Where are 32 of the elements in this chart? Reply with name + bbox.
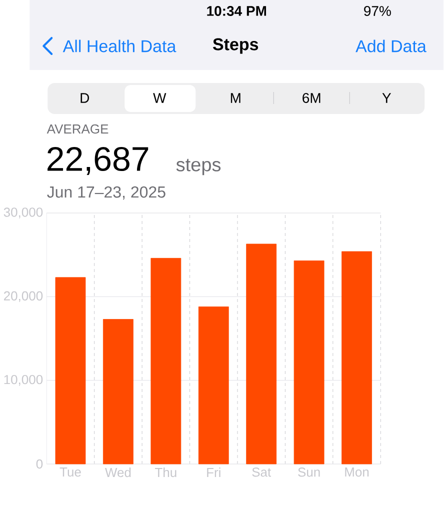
bar	[150, 258, 182, 464]
bar	[294, 260, 324, 464]
x-tick-label: Tue	[60, 468, 82, 477]
text: Add Data	[356, 40, 427, 52]
bar	[342, 251, 372, 464]
x-tick-label: Fri	[207, 468, 221, 477]
y-tick-label: 30,000	[4, 208, 43, 218]
y-tick-label: 20,000	[4, 291, 43, 302]
text: D	[80, 93, 90, 103]
text: steps	[176, 158, 221, 176]
x-tick-label: Sat	[252, 468, 272, 477]
text: Y	[382, 93, 392, 103]
x-tick-label: Mon	[345, 468, 369, 477]
y-tick-label: 10,000	[4, 374, 43, 386]
x-tick-label: Sun	[298, 468, 320, 477]
x-tick-label: Thu	[155, 468, 176, 478]
chart-title: Steps	[213, 38, 258, 54]
text: 22,687	[48, 146, 148, 176]
text: W	[153, 93, 166, 103]
x-tick-label: Wed	[105, 468, 131, 478]
text: 97%	[364, 6, 392, 16]
bar	[103, 319, 134, 464]
text: All Health Data	[63, 40, 176, 52]
y-tick-label: 0	[36, 459, 43, 469]
text: 6M	[302, 93, 320, 103]
text: Jun 17–23, 2025	[47, 186, 166, 200]
text: AVERAGE	[47, 124, 108, 134]
bar	[246, 244, 277, 464]
bar	[198, 306, 230, 464]
bar	[55, 277, 86, 464]
text: 10:34 PM	[207, 6, 266, 16]
text: M	[231, 93, 241, 103]
